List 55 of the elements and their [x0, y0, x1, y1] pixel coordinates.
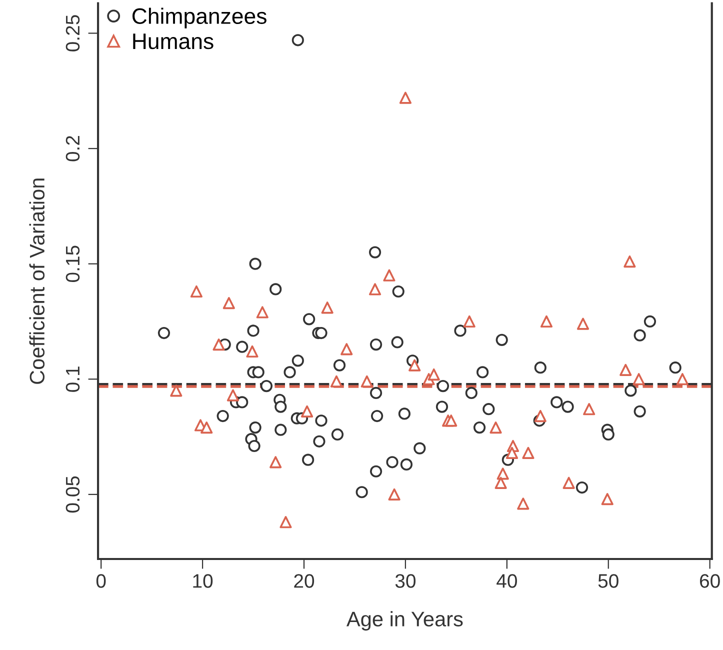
y-tick-label: 0.25: [66, 15, 80, 52]
point: [270, 456, 282, 468]
point: [226, 389, 240, 402]
x-tick-label: 30: [395, 574, 416, 588]
point: [360, 375, 373, 388]
point: [212, 338, 225, 351]
point: [222, 296, 235, 310]
point: [330, 375, 343, 388]
y-tick-label: 0.2: [66, 136, 80, 162]
y-tick-label: 0.15: [66, 246, 80, 282]
point: [190, 285, 203, 298]
point: [300, 405, 314, 418]
point: [383, 269, 396, 282]
point: [632, 373, 645, 386]
point: [445, 414, 458, 427]
point: [200, 422, 213, 434]
x-tick-label: 50: [598, 574, 618, 588]
point: [246, 345, 258, 358]
x-tick-label: 20: [294, 574, 314, 588]
point: [562, 476, 575, 489]
point: [463, 315, 476, 328]
point: [522, 446, 534, 459]
x-tick-label: 40: [496, 574, 517, 588]
legend-label: Chimpanzees: [132, 8, 266, 28]
point: [280, 516, 292, 528]
point: [583, 403, 596, 416]
point: [540, 315, 553, 328]
point: [496, 468, 509, 480]
y-tick-label: 0.05: [66, 476, 80, 513]
point: [517, 498, 530, 510]
point: [620, 364, 632, 376]
point: [428, 368, 440, 381]
x-axis-title: Age in Years: [346, 611, 463, 631]
point: [399, 92, 412, 104]
x-tick-label: 10: [193, 574, 213, 588]
point: [321, 302, 334, 314]
point: [624, 255, 636, 268]
point: [576, 318, 590, 330]
point: [388, 488, 400, 500]
y-tick-label: 0.1: [66, 366, 80, 392]
point: [368, 283, 382, 296]
point: [506, 446, 518, 459]
legend-label: Humans: [133, 34, 214, 50]
point: [408, 359, 421, 372]
x-tick-label: 0: [96, 574, 106, 588]
point: [340, 343, 353, 356]
x-tick-label: 60: [700, 574, 720, 588]
point: [170, 384, 182, 397]
point: [534, 410, 546, 422]
point: [494, 476, 507, 489]
point: [676, 373, 688, 386]
y-axis-title: Coefficient of Variation: [29, 178, 45, 384]
point: [490, 422, 502, 434]
point: [256, 306, 268, 318]
point: [601, 492, 614, 506]
